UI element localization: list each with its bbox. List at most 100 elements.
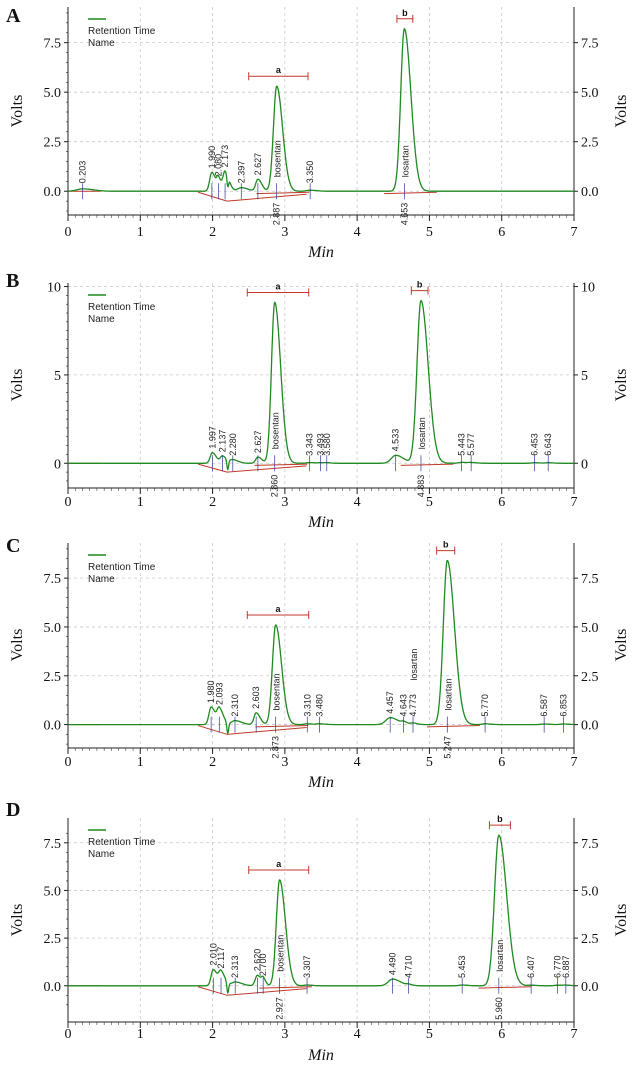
baseline-segment [259,986,313,989]
peak-name: bosentan [276,935,286,972]
y-axis-label-right: Volts [613,904,630,937]
baseline-segment [256,191,310,195]
x-tick-label: 2 [209,755,216,770]
panel-letter: C [6,535,20,557]
y-tick-label-left: 2.5 [44,932,62,947]
x-tick-label: 4 [354,755,361,770]
x-tick-label: 7 [571,1027,578,1042]
peak-annotation: 5.960 losartan [494,940,505,1020]
x-axis-label: Min [307,514,334,531]
x-tick-label: 6 [498,755,505,770]
x-tick-label: 3 [281,225,288,240]
peak-window-a: a [246,281,310,297]
peak-annotation: 2.873 bosentan [271,674,282,759]
peak-annotation: 2.173 [220,145,230,200]
peak-annotation: 2.397 [236,161,246,200]
peak-label: 0.203 [78,161,88,184]
peak-annotation: 2.627 [253,431,263,472]
baseline-segment [197,986,228,996]
peak-window-a: a [246,604,310,619]
x-axis-label: Min [307,774,334,791]
baseline-segment [226,193,307,202]
peak-window-label: a [275,604,281,614]
y-tick-label-right: 0.0 [581,185,599,200]
y-tick-label-left: 5.0 [44,621,62,636]
x-tick-label: 6 [498,1027,505,1042]
peak-label: 3.493 [315,433,325,456]
peak-annotation: 2.603 [251,686,261,733]
y-tick-label-left: 0 [54,457,61,472]
peak-window-label: b [402,8,408,18]
peak-label: 2.860 [270,475,280,498]
peak-name: bosentan [272,674,282,711]
baseline-segment [197,725,228,735]
peak-window-label: b [443,540,449,550]
peak-label: 3.343 [305,433,315,456]
peak-annotation: 2.860 bosentan [270,412,281,497]
peak-label: 4.643 [399,694,409,717]
x-tick-label: 1 [137,495,144,510]
x-axis-label: Min [307,1047,334,1064]
baseline-segment [400,463,454,466]
x-tick-label: 6 [498,225,505,240]
peak-label: 6.407 [526,955,536,978]
panel-letter: A [6,5,21,27]
peak-annotation: 4.457 [385,691,395,733]
peak-label: 1.990 [207,146,217,169]
peak-window-label: b [497,814,503,824]
x-tick-label: 0 [65,225,72,240]
peak-window-b: b [396,8,414,23]
peak-annotation: 3.493 [315,433,325,472]
peak-annotation: 6.453 [529,433,539,472]
peak-label: 2.093 [214,682,224,705]
y-tick-label-left: 7.5 [44,837,62,852]
peak-name: losartan [495,940,505,972]
chromatogram-trace [68,27,574,192]
y-tick-label-left: 5 [54,369,61,384]
legend-entry: Name [88,314,115,325]
peak-window-label: a [276,65,282,75]
peak-label: 4.883 [416,475,426,498]
y-tick-label-right: 0.0 [581,719,599,734]
peak-label: 4.533 [391,429,401,452]
peak-annotation: 6.853 [558,694,568,733]
peak-annotation: 4.773 losartan [408,649,419,733]
y-tick-label-left: 5.0 [44,884,62,899]
panel-c: C 0.0 0.0 2.5 2.5 5.0 5.0 7.5 7.5 0 1 2 3 4 5 6 7 Min Volt… [6,535,630,791]
peak-label: 2.927 [275,997,285,1020]
peak-label: 5.443 [456,433,466,456]
y-tick-label-right: 2.5 [581,670,599,685]
peak-window-a: a [248,859,310,874]
y-tick-label-right: 0 [581,457,588,472]
baseline-segment [427,725,480,728]
peak-window-label: a [276,859,282,869]
peak-annotation: 4.883 losartan [416,417,427,497]
peak-window-b: b [436,540,456,555]
baseline-segment [478,986,532,989]
peak-annotation: 2.080 [213,154,223,200]
peak-annotation: 2.700 [258,954,268,994]
peak-annotation: 3.343 [305,433,315,472]
peak-name: losartan [400,145,410,177]
peak-label: 2.620 [252,949,262,972]
y-tick-label-right: 7.5 [581,837,599,852]
peak-annotation: 2.010 [208,943,218,994]
y-axis-label-left: Volts [9,95,26,128]
y-axis-label-right: Volts [613,95,630,128]
y-tick-label-left: 10 [47,281,61,296]
peak-annotation: 0.203 [78,161,88,200]
peak-label: 3.310 [302,694,312,717]
peak-label: 6.853 [558,694,568,717]
y-tick-label-right: 7.5 [581,37,599,52]
y-tick-label-right: 0.0 [581,980,599,995]
x-tick-label: 2 [209,1027,216,1042]
x-tick-label: 5 [426,1027,433,1042]
x-tick-label: 4 [354,225,361,240]
peak-label: 2.173 [220,145,230,168]
chromatogram-trace [68,559,574,736]
peak-label: 2.627 [253,153,263,176]
x-tick-label: 6 [498,495,505,510]
